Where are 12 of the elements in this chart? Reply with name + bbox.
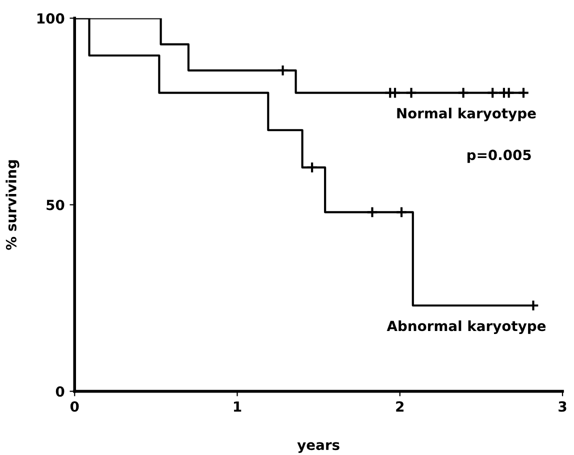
x-tick-label: 0 <box>70 401 79 412</box>
series-label: Normal karyotype <box>397 108 536 122</box>
y-axis-title: % surviving <box>6 160 20 250</box>
y-tick-label: 0 <box>56 386 64 397</box>
y-tick-label: 50 <box>46 200 64 210</box>
annotation: p=0.005 <box>468 150 531 163</box>
x-tick-label: 1 <box>234 401 242 412</box>
x-tick-label: 2 <box>396 401 404 412</box>
y-tick-label: 100 <box>37 13 64 24</box>
x-axis-title: years <box>297 442 340 453</box>
x-tick-label: 3 <box>558 401 566 412</box>
series-label: Abnormal karyotype <box>386 320 546 334</box>
